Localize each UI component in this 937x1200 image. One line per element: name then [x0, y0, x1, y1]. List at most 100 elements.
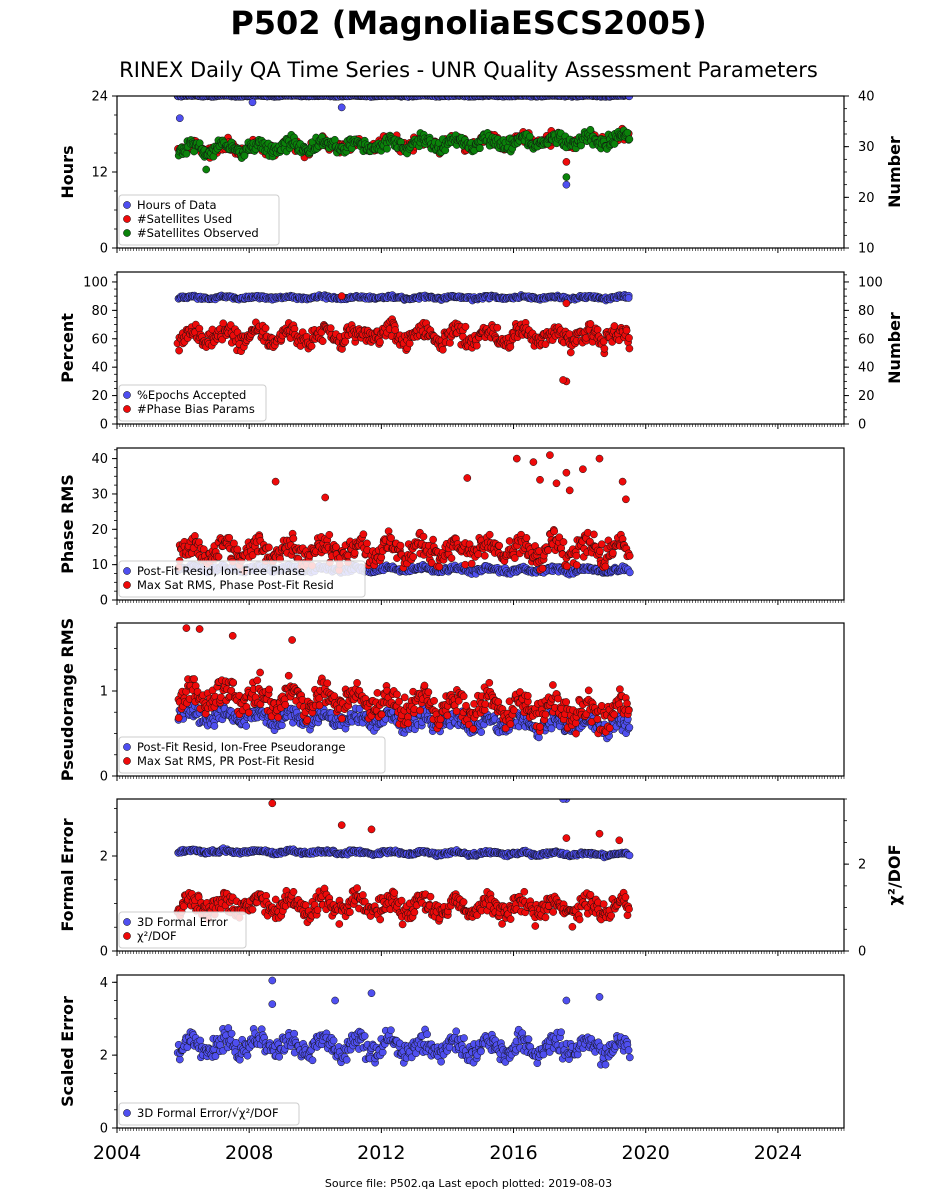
y2-tick-label: 60 — [858, 332, 875, 347]
data-point — [446, 339, 454, 347]
data-point — [590, 530, 598, 539]
data-point-outlier — [463, 474, 472, 482]
data-point — [572, 551, 581, 560]
data-point — [210, 722, 219, 730]
data-point — [625, 344, 634, 353]
data-point — [325, 530, 334, 539]
legend-label: Post-Fit Resid, Ion-Free Phase — [137, 564, 305, 578]
data-point — [242, 722, 251, 730]
data-point — [326, 324, 335, 332]
data-point — [624, 294, 633, 302]
y-axis-left: 0 20 40 60 80 100 Percent — [58, 274, 117, 433]
data-point-outlier — [622, 495, 630, 504]
y-tick-label: 30 — [91, 487, 108, 502]
legend-label: #Phase Bias Params — [137, 402, 255, 416]
data-point — [467, 559, 476, 568]
data-point — [214, 552, 223, 561]
chart-panel-3: 0 10 20 30 40 Phase RMS Post-Fit Resid, Ion-Fr… — [58, 447, 845, 609]
data-point — [318, 337, 327, 346]
data-point-outlier — [595, 454, 604, 463]
legend-label: #Satellites Used — [137, 212, 232, 226]
x-axis — [116, 248, 845, 253]
data-point-outlier — [559, 376, 567, 384]
data-point — [461, 560, 470, 569]
data-point — [359, 530, 368, 539]
data-point — [447, 554, 456, 563]
data-point-outlier — [337, 292, 346, 300]
legend-marker — [123, 391, 131, 399]
data-point — [610, 140, 619, 148]
y-tick-label: 100 — [83, 275, 108, 290]
y-tick-label: 0 — [100, 242, 108, 257]
y-tick-label: 0 — [100, 418, 108, 433]
data-point — [476, 144, 484, 153]
series-1 — [174, 290, 633, 305]
series-2 — [174, 451, 634, 576]
data-point — [350, 549, 359, 557]
data-point — [278, 721, 286, 730]
data-point-outlier — [618, 477, 627, 486]
y-axis-right: 10 20 30 40 Number — [844, 90, 904, 257]
x-axis — [116, 424, 845, 429]
data-point — [538, 564, 547, 573]
plot-area — [174, 451, 634, 579]
data-point-outlier — [565, 486, 574, 495]
data-point — [472, 341, 481, 350]
y2-tick-label: 20 — [858, 389, 875, 404]
legend-marker — [123, 229, 131, 237]
data-point — [461, 322, 470, 331]
legend-marker — [123, 581, 131, 589]
data-point-outlier — [562, 299, 571, 308]
data-point-outlier — [248, 98, 257, 107]
data-point — [572, 561, 581, 569]
y-tick-label: 20 — [91, 389, 108, 404]
y2-tick-label: 10 — [858, 242, 875, 257]
data-point-outlier — [536, 475, 544, 484]
data-point — [480, 551, 489, 560]
data-point — [182, 149, 191, 158]
data-point-outlier — [562, 158, 571, 166]
data-point — [586, 125, 595, 134]
data-point — [396, 541, 405, 550]
y2-tick-label: 100 — [858, 275, 883, 290]
plot-area — [173, 96, 634, 189]
data-point — [522, 534, 531, 542]
data-point-outlier — [175, 114, 184, 123]
y2-axis-label: Number — [885, 136, 904, 208]
data-point — [625, 135, 634, 144]
data-point — [409, 552, 418, 561]
data-point — [495, 541, 504, 550]
y-tick-label: 40 — [91, 361, 108, 376]
y-tick-label: 60 — [91, 332, 108, 347]
data-point — [563, 562, 571, 571]
y-axis-left: 0 12 24 Hours — [58, 90, 117, 257]
data-point-outlier — [562, 468, 571, 477]
legend-marker — [123, 215, 131, 223]
data-point — [596, 547, 604, 555]
data-point — [474, 550, 483, 559]
y2-tick-label: 80 — [858, 304, 875, 319]
y2-tick-label: 30 — [858, 140, 875, 155]
data-point — [175, 346, 183, 355]
y-axis-left: 0 10 20 30 40 Phase RMS — [58, 449, 117, 609]
data-point — [550, 527, 559, 536]
data-point — [435, 562, 444, 571]
data-point-outlier — [562, 180, 571, 189]
y2-tick-label: 40 — [858, 90, 875, 105]
data-point — [544, 546, 553, 555]
page-subtitle: RINEX Daily QA Time Series - UNR Quality… — [119, 58, 818, 82]
data-point — [566, 348, 575, 357]
y-tick-label: 10 — [91, 558, 108, 573]
legend-marker — [123, 567, 131, 575]
data-point — [363, 539, 371, 548]
plot-area — [173, 290, 634, 386]
data-point — [506, 342, 515, 351]
data-point-outlier — [562, 173, 571, 181]
data-point-outlier — [546, 451, 554, 459]
y2-tick-label: 0 — [858, 418, 866, 433]
plot-area — [174, 624, 634, 743]
data-point — [265, 543, 273, 552]
y-axis-label: Percent — [58, 313, 77, 383]
